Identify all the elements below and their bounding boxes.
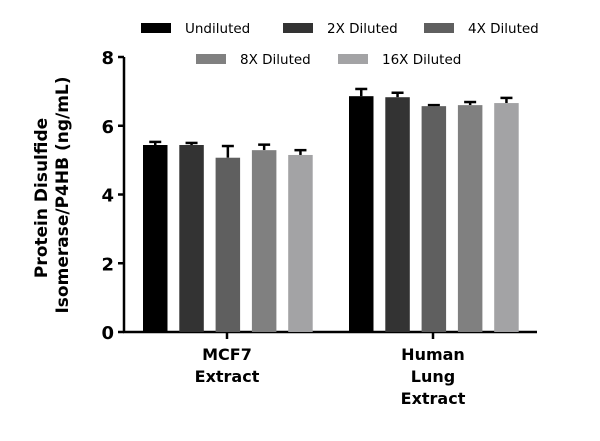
legend-label: 4X Diluted [468, 21, 539, 37]
x-tick-label-line: Extract [401, 389, 466, 408]
bar [288, 154, 313, 332]
x-tick-label: MCF7 Extract [195, 345, 260, 386]
y-axis-label: Protein Disulfide Isomerase/P4HB (ng/mL) [32, 76, 73, 313]
legend-swatch [141, 23, 171, 33]
y-tick-label: 0 [101, 323, 114, 344]
legend-label: 8X Diluted [240, 52, 311, 68]
bar [421, 106, 447, 332]
bar [494, 103, 519, 332]
y-tick-label: 6 [101, 117, 114, 138]
legend-label: 2X Diluted [327, 21, 398, 37]
y-tick-label: 8 [101, 48, 114, 69]
legend-swatch [283, 23, 313, 33]
bar [457, 105, 483, 332]
y-tick-label: 4 [101, 186, 114, 207]
legend-label: Undiluted [185, 21, 250, 37]
legend-swatch [196, 54, 226, 64]
legend-swatch [424, 23, 454, 33]
legend-swatch [338, 54, 368, 64]
bar [179, 145, 204, 332]
bar [251, 150, 277, 332]
legend: Undiluted 2X Diluted 4X Diluted 8X Diluted 1… [141, 21, 539, 68]
x-tick-label-line: MCF7 [202, 345, 252, 364]
bar [215, 157, 241, 332]
bar [349, 96, 374, 332]
plot-area: 0 2 4 6 8 MCF7 Extract Human Lung Extract [101, 48, 537, 408]
x-tick-label-line: Human [401, 345, 465, 364]
bar [385, 97, 410, 332]
x-tick-label-line: Lung [411, 367, 455, 386]
x-tick-label: Human Lung Extract [401, 345, 466, 408]
bar [143, 145, 168, 332]
y-tick-label: 2 [101, 254, 114, 275]
legend-label: 16X Diluted [382, 52, 461, 68]
y-axis-label-line1: Protein Disulfide [32, 118, 52, 278]
y-axis-label-line2: Isomerase/P4HB (ng/mL) [53, 76, 73, 313]
x-tick-label-line: Extract [195, 367, 260, 386]
